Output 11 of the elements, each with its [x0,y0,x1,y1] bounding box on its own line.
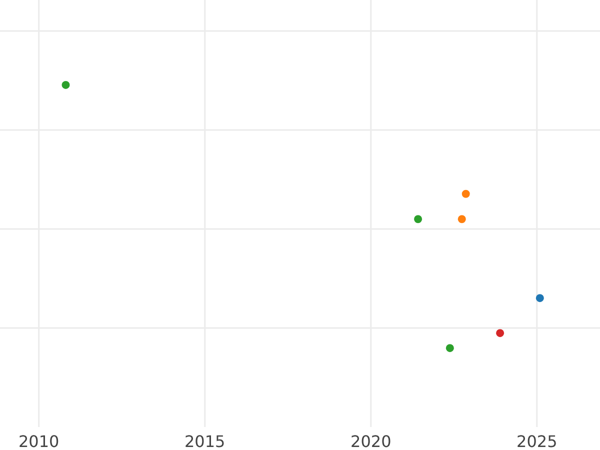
point [462,190,470,198]
x-tick-label: 2025 [516,432,558,450]
point [458,215,466,224]
point [446,344,454,352]
point [62,80,70,89]
x-tick-label: 2010 [18,432,60,450]
point [536,294,544,302]
point [414,215,422,224]
x-tick-label: 2015 [184,432,226,450]
x-tick-label: 2020 [350,432,392,450]
point [496,329,504,338]
